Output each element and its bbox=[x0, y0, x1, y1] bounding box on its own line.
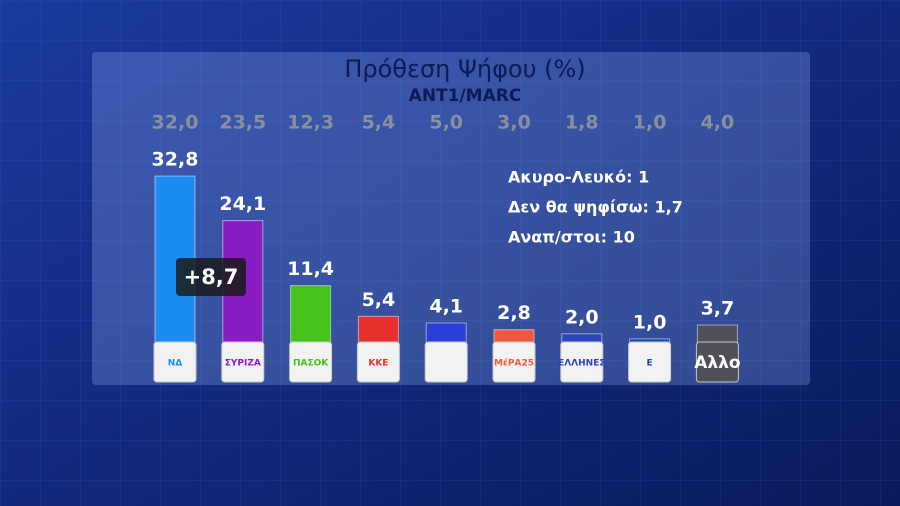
party-logo bbox=[695, 341, 739, 383]
difference-label: +8,7 bbox=[184, 265, 239, 289]
party-logo bbox=[153, 341, 197, 383]
value-label: 32,8 bbox=[152, 149, 199, 171]
value-label: 2,8 bbox=[497, 302, 531, 324]
value-label: 11,4 bbox=[287, 258, 334, 280]
note: Αναπ/στοι: 10 bbox=[508, 228, 635, 247]
party-logo bbox=[628, 341, 672, 383]
category-label: ΜέΡΑ25 bbox=[494, 358, 534, 369]
category-label: ΝΔ bbox=[168, 359, 183, 369]
bar bbox=[290, 285, 332, 345]
party-logo bbox=[560, 341, 604, 383]
category-label: ΚΚΕ bbox=[368, 359, 388, 369]
note: Δεν θα ψηφίσω: 1,7 bbox=[508, 198, 683, 217]
previous-value: 3,0 bbox=[497, 112, 531, 134]
category-label: ΣΥΡΙΖΑ bbox=[225, 359, 261, 369]
category-label: ΕΛΛΗΝΕΣ bbox=[558, 359, 605, 369]
bar bbox=[357, 315, 399, 345]
value-label: 24,1 bbox=[219, 193, 266, 215]
value-label: 2,0 bbox=[565, 306, 599, 328]
previous-value: 12,3 bbox=[287, 112, 334, 134]
category-label: Ε bbox=[647, 359, 653, 369]
previous-value: 32,0 bbox=[152, 112, 199, 134]
category-label: Αλλο bbox=[694, 353, 740, 373]
value-label: 3,7 bbox=[701, 298, 735, 320]
value-label: 1,0 bbox=[633, 311, 667, 333]
bar bbox=[425, 322, 467, 345]
chart-subtitle: ANT1/MARC bbox=[409, 86, 522, 106]
difference-box bbox=[176, 258, 246, 296]
panel bbox=[92, 52, 810, 385]
previous-value: 1,0 bbox=[633, 112, 667, 134]
note: Ακυρο-Λευκό: 1 bbox=[508, 168, 649, 187]
value-label: 4,1 bbox=[429, 296, 463, 318]
previous-value: 5,0 bbox=[429, 112, 463, 134]
previous-value: 23,5 bbox=[219, 112, 266, 134]
previous-value: 5,4 bbox=[362, 112, 396, 134]
party-logo bbox=[492, 341, 536, 383]
party-logo bbox=[289, 341, 333, 383]
party-logo bbox=[356, 341, 400, 383]
party-logo bbox=[221, 341, 265, 383]
chart-title: Πρόθεση Ψήφου (%) bbox=[344, 55, 585, 83]
value-label: 5,4 bbox=[362, 289, 396, 311]
previous-value: 1,8 bbox=[565, 112, 599, 134]
previous-value: 4,0 bbox=[701, 112, 735, 134]
party-logo bbox=[424, 341, 468, 383]
bar bbox=[696, 324, 738, 345]
category-label: ΠΑΣΟΚ bbox=[293, 359, 329, 369]
